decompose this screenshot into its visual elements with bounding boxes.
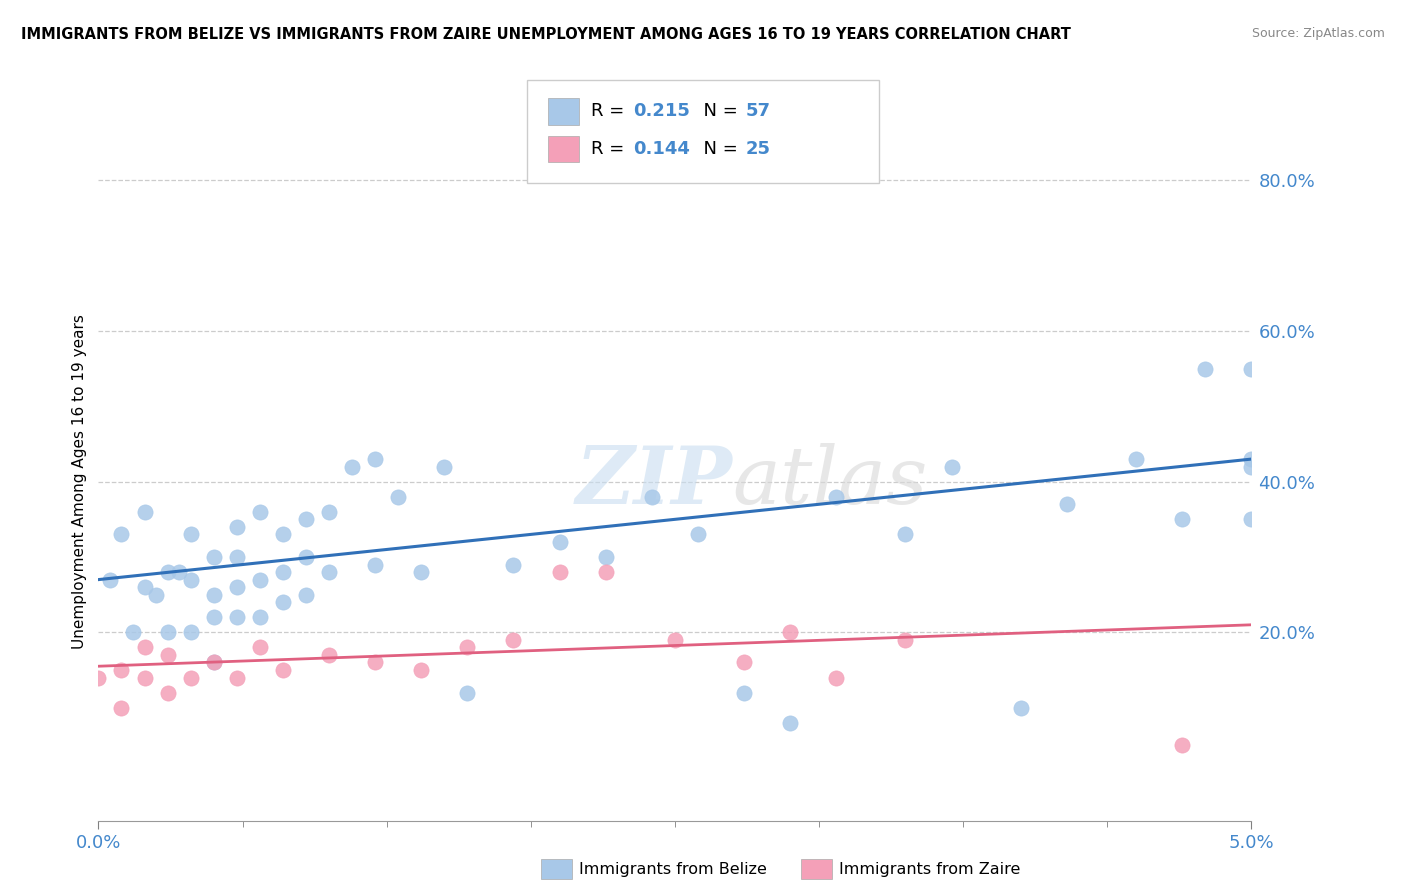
- Point: [779, 625, 801, 640]
- Point: [180, 671, 202, 685]
- Point: [202, 656, 225, 670]
- Point: [825, 490, 848, 504]
- Point: [134, 640, 156, 655]
- Point: [502, 632, 524, 647]
- Point: [271, 527, 294, 541]
- Point: [664, 632, 686, 647]
- Point: [156, 648, 179, 662]
- Point: [456, 685, 478, 699]
- Point: [318, 505, 340, 519]
- Point: [1010, 700, 1032, 714]
- Point: [548, 535, 571, 549]
- Text: N =: N =: [692, 140, 744, 158]
- Text: 0.144: 0.144: [633, 140, 689, 158]
- Point: [733, 685, 755, 699]
- Point: [295, 549, 318, 564]
- Point: [225, 520, 247, 534]
- Point: [225, 671, 247, 685]
- Point: [225, 580, 247, 594]
- Point: [1240, 361, 1263, 376]
- Text: 25: 25: [745, 140, 770, 158]
- Point: [98, 573, 121, 587]
- Point: [295, 588, 318, 602]
- Point: [156, 565, 179, 579]
- Y-axis label: Unemployment Among Ages 16 to 19 years: Unemployment Among Ages 16 to 19 years: [72, 314, 87, 649]
- Point: [167, 565, 190, 579]
- Point: [779, 715, 801, 730]
- Point: [249, 573, 271, 587]
- Point: [340, 459, 363, 474]
- Point: [411, 663, 433, 677]
- Point: [110, 700, 132, 714]
- Point: [225, 549, 247, 564]
- Point: [364, 656, 387, 670]
- Point: [894, 632, 917, 647]
- Point: [202, 656, 225, 670]
- Point: [180, 527, 202, 541]
- Text: ZIP: ZIP: [575, 443, 733, 520]
- Point: [202, 588, 225, 602]
- Text: Source: ZipAtlas.com: Source: ZipAtlas.com: [1251, 27, 1385, 40]
- Text: 57: 57: [745, 103, 770, 120]
- Point: [202, 549, 225, 564]
- Point: [1056, 497, 1078, 511]
- Point: [894, 527, 917, 541]
- Point: [110, 663, 132, 677]
- Point: [411, 565, 433, 579]
- Point: [249, 505, 271, 519]
- Point: [318, 565, 340, 579]
- Point: [502, 558, 524, 572]
- Point: [225, 610, 247, 624]
- Point: [548, 565, 571, 579]
- Point: [1194, 361, 1216, 376]
- Point: [180, 573, 202, 587]
- Point: [156, 685, 179, 699]
- Point: [1171, 739, 1194, 753]
- Point: [134, 671, 156, 685]
- Point: [180, 625, 202, 640]
- Point: [941, 459, 963, 474]
- Point: [686, 527, 709, 541]
- Text: Immigrants from Belize: Immigrants from Belize: [579, 863, 768, 877]
- Text: IMMIGRANTS FROM BELIZE VS IMMIGRANTS FROM ZAIRE UNEMPLOYMENT AMONG AGES 16 TO 19: IMMIGRANTS FROM BELIZE VS IMMIGRANTS FRO…: [21, 27, 1071, 42]
- Point: [145, 588, 167, 602]
- Point: [1125, 452, 1147, 467]
- Point: [271, 565, 294, 579]
- Point: [295, 512, 318, 526]
- Point: [134, 580, 156, 594]
- Point: [433, 459, 456, 474]
- Point: [456, 640, 478, 655]
- Point: [733, 656, 755, 670]
- Text: 0.215: 0.215: [633, 103, 689, 120]
- Point: [271, 663, 294, 677]
- Text: Immigrants from Zaire: Immigrants from Zaire: [839, 863, 1021, 877]
- Text: atlas: atlas: [733, 443, 928, 520]
- Point: [364, 452, 387, 467]
- Point: [318, 648, 340, 662]
- Point: [249, 610, 271, 624]
- Point: [202, 610, 225, 624]
- Point: [1240, 452, 1263, 467]
- Point: [595, 565, 617, 579]
- Text: R =: R =: [591, 140, 630, 158]
- Point: [825, 671, 848, 685]
- Point: [641, 490, 664, 504]
- Text: R =: R =: [591, 103, 630, 120]
- Point: [1171, 512, 1194, 526]
- Point: [271, 595, 294, 609]
- Point: [364, 558, 387, 572]
- Point: [156, 625, 179, 640]
- Point: [110, 527, 132, 541]
- Point: [249, 640, 271, 655]
- Point: [387, 490, 409, 504]
- Point: [134, 505, 156, 519]
- Text: N =: N =: [692, 103, 744, 120]
- Point: [1240, 459, 1263, 474]
- Point: [595, 549, 617, 564]
- Point: [87, 671, 110, 685]
- Point: [122, 625, 145, 640]
- Point: [1240, 512, 1263, 526]
